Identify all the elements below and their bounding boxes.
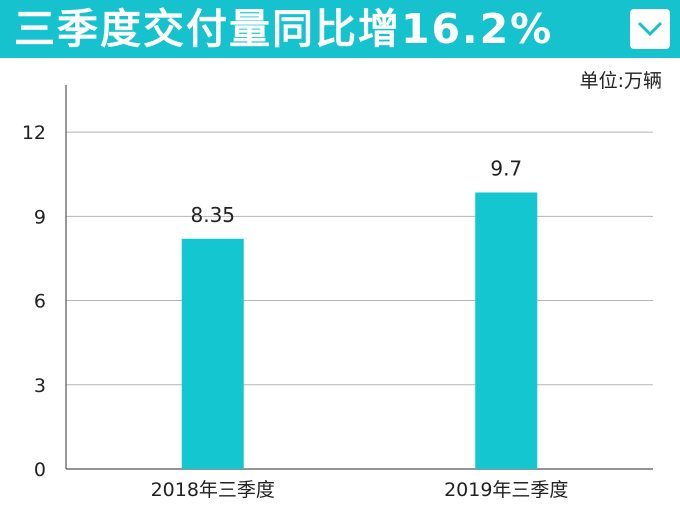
y-tick-label: 9: [34, 206, 46, 228]
bar: [181, 238, 244, 469]
data-label: 9.7: [490, 156, 522, 180]
unit-label: 单位:万辆: [579, 70, 662, 92]
y-tick-labels: 0 3 6 9 12: [22, 122, 46, 481]
y-tick-label: 12: [22, 122, 46, 144]
x-tick-labels: 2018年三季度 2019年三季度: [151, 479, 569, 501]
y-tick-label: 3: [34, 375, 46, 397]
page-title: 三季度交付量同比增16.2%: [14, 5, 554, 53]
title-banner: 三季度交付量同比增16.2%: [0, 0, 680, 58]
y-tick-label: 6: [34, 291, 46, 313]
data-label: 8.35: [190, 203, 235, 227]
bar: [475, 192, 538, 469]
y-tick-label: 0: [34, 459, 46, 481]
bars: [181, 192, 538, 469]
dropdown-button[interactable]: [630, 9, 670, 49]
grid-lines: [66, 131, 653, 386]
x-tick-label: 2019年三季度: [444, 479, 568, 501]
x-tick-label: 2018年三季度: [151, 479, 275, 501]
data-labels: 8.35 9.7: [190, 156, 522, 226]
chevron-down-icon: [637, 21, 663, 37]
